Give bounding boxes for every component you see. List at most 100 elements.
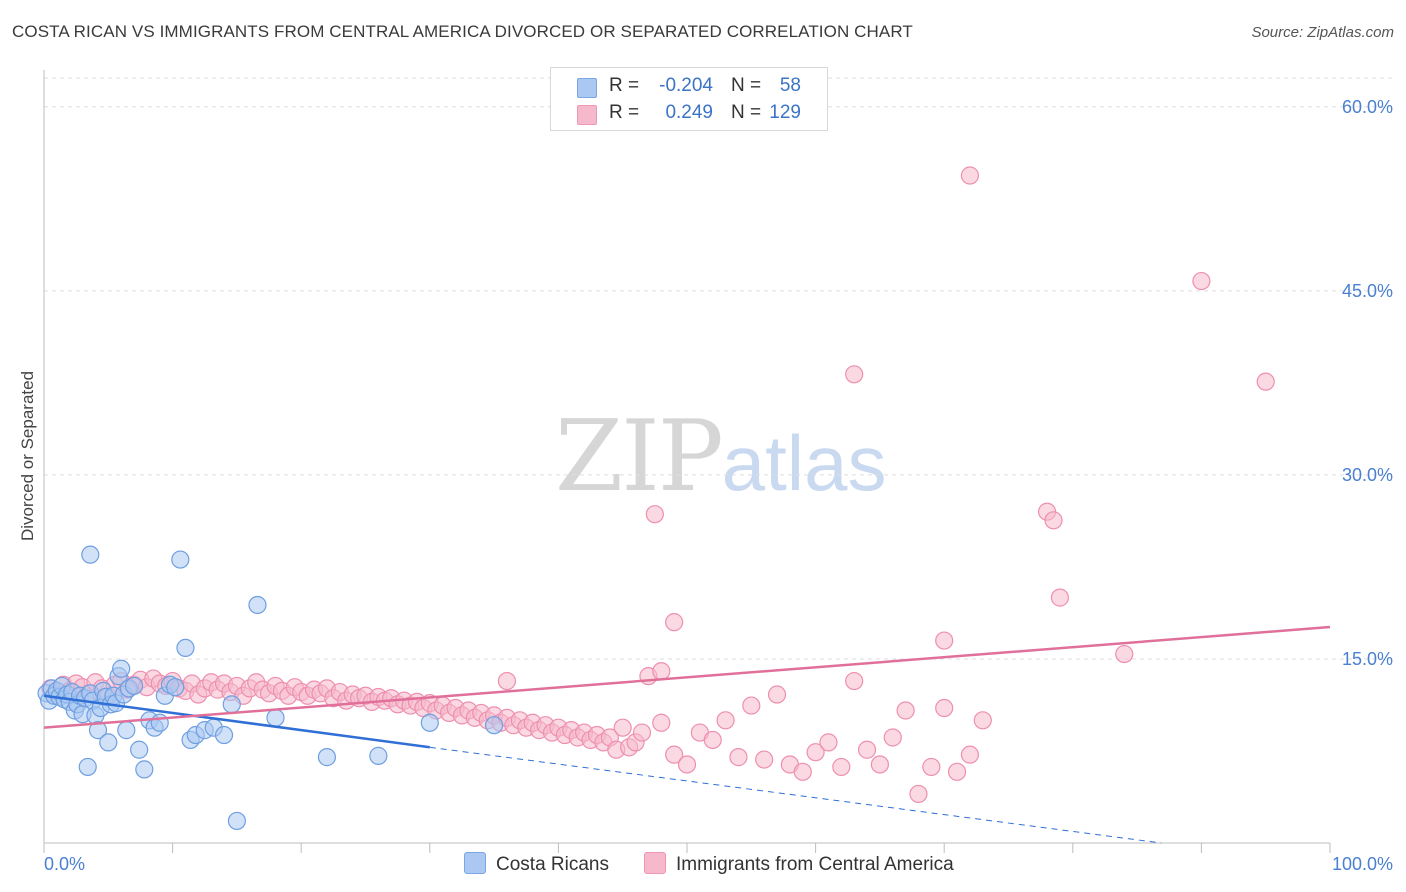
data-point bbox=[1256, 372, 1275, 391]
y-tick-label: 60.0% bbox=[1342, 97, 1393, 117]
source-label: Source: ZipAtlas.com bbox=[1251, 24, 1394, 41]
data-point bbox=[1192, 271, 1211, 291]
legend-row-immigrants: R = 0.249 N = 129 bbox=[551, 101, 827, 127]
data-point bbox=[1044, 511, 1063, 530]
legend-n-label: N = bbox=[731, 102, 762, 123]
data-point bbox=[960, 166, 980, 185]
x-tick-label-min: 0.0% bbox=[44, 854, 85, 874]
data-point bbox=[806, 743, 825, 762]
legend-swatch-pink bbox=[644, 852, 666, 874]
x-ticks bbox=[43, 843, 1331, 853]
y-axis-label: Divorced or Separated bbox=[18, 371, 37, 541]
legend-item-costa-ricans: Costa Ricans bbox=[464, 852, 609, 876]
data-point bbox=[652, 662, 671, 681]
data-point bbox=[677, 755, 697, 774]
data-point bbox=[935, 698, 954, 718]
data-point bbox=[729, 748, 748, 767]
data-point bbox=[369, 746, 388, 765]
data-point bbox=[665, 745, 684, 764]
chart-title: COSTA RICAN VS IMMIGRANTS FROM CENTRAL A… bbox=[12, 22, 913, 41]
data-point bbox=[150, 713, 169, 732]
data-point bbox=[973, 711, 992, 730]
legend-r-label: R = bbox=[609, 102, 640, 123]
legend-n-label: N = bbox=[731, 75, 762, 96]
legend-item-immigrants: Immigrants from Central America bbox=[644, 852, 954, 876]
data-point bbox=[135, 760, 154, 779]
data-point bbox=[652, 713, 671, 732]
watermark: ZIPatlas bbox=[555, 400, 887, 514]
data-point bbox=[857, 740, 877, 759]
data-point bbox=[81, 545, 100, 564]
y-tick-label: 30.0% bbox=[1342, 465, 1393, 485]
data-point bbox=[112, 659, 131, 678]
legend-r-value: -0.204 bbox=[659, 75, 713, 96]
trend-line-costa-ricans bbox=[43, 694, 430, 749]
data-point bbox=[755, 750, 774, 769]
y-tick-labels: 15.0% 30.0% 45.0% 60.0% bbox=[1342, 97, 1393, 669]
data-point bbox=[78, 757, 97, 777]
data-point bbox=[176, 638, 195, 658]
legend-r-value: 0.249 bbox=[665, 102, 713, 123]
data-point bbox=[130, 740, 149, 759]
data-point bbox=[922, 757, 941, 777]
data-point bbox=[99, 733, 118, 752]
data-point bbox=[845, 671, 864, 691]
data-point bbox=[935, 631, 954, 650]
data-point bbox=[742, 696, 761, 715]
data-point bbox=[819, 733, 838, 752]
legend-label: Costa Ricans bbox=[496, 854, 609, 875]
legend-label: Immigrants from Central America bbox=[676, 854, 954, 875]
legend-row-costa-ricans: R = -0.204 N = 58 bbox=[551, 74, 827, 100]
data-point bbox=[767, 685, 787, 704]
data-point bbox=[420, 713, 439, 732]
trend-line-immigrants bbox=[43, 625, 1331, 729]
trend-line-costa-ricans-extension bbox=[429, 746, 1162, 844]
data-point bbox=[883, 728, 902, 747]
axes bbox=[43, 70, 1330, 844]
legend-n-value: 58 bbox=[779, 75, 801, 96]
correlation-legend: R = -0.204 N = 58 R = 0.249 N = 129 bbox=[550, 67, 828, 131]
data-point bbox=[947, 762, 967, 781]
series-costa-ricans bbox=[37, 545, 504, 831]
data-point bbox=[909, 784, 928, 804]
data-point bbox=[960, 745, 980, 764]
watermark-atlas: atlas bbox=[721, 419, 887, 507]
data-point bbox=[645, 505, 664, 524]
data-point bbox=[832, 757, 851, 777]
data-point bbox=[665, 613, 684, 632]
data-point bbox=[845, 365, 864, 384]
legend-swatch-pink bbox=[577, 105, 597, 125]
data-point bbox=[1050, 588, 1070, 607]
data-point bbox=[88, 721, 108, 740]
data-point bbox=[896, 701, 915, 720]
data-point bbox=[317, 748, 337, 767]
data-point bbox=[716, 711, 735, 730]
data-point bbox=[117, 721, 136, 740]
data-point bbox=[497, 671, 517, 691]
x-tick-label-max: 100.0% bbox=[1332, 854, 1393, 874]
data-point bbox=[485, 716, 504, 735]
watermark-zip: ZIP bbox=[555, 400, 724, 514]
legend-n-value: 129 bbox=[769, 102, 801, 123]
trend-lines bbox=[43, 625, 1331, 844]
data-point bbox=[222, 695, 241, 714]
data-point bbox=[171, 550, 190, 569]
data-point bbox=[1115, 644, 1134, 664]
gridlines bbox=[44, 77, 1393, 660]
y-tick-label: 15.0% bbox=[1342, 649, 1393, 669]
data-point bbox=[793, 762, 812, 781]
legend-r-label: R = bbox=[609, 75, 640, 96]
legend-swatch-blue bbox=[464, 852, 486, 874]
data-point bbox=[613, 718, 632, 737]
data-point bbox=[124, 676, 144, 696]
data-point bbox=[632, 723, 652, 742]
data-point bbox=[248, 595, 267, 615]
y-tick-label: 45.0% bbox=[1342, 281, 1393, 301]
data-point bbox=[870, 755, 890, 774]
data-point bbox=[227, 811, 246, 831]
data-point bbox=[703, 730, 722, 750]
legend-swatch-blue bbox=[577, 78, 597, 98]
data-point bbox=[214, 725, 234, 745]
data-point bbox=[166, 678, 185, 697]
